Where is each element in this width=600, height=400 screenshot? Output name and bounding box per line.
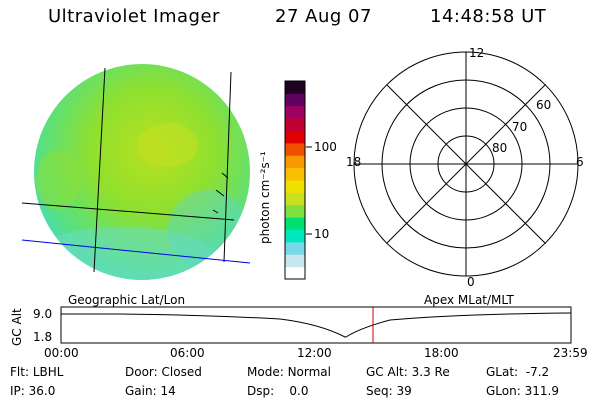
altitude-ytick-9: 9.0 [33,307,53,321]
colorbar-band [285,81,305,94]
terminator-line [21,239,251,264]
colorbar-tick-label-100: 100 [314,140,337,154]
status-seq: Seq: 39 [366,384,412,398]
colorbar-band [285,204,305,218]
colorbar-band [285,192,305,206]
colorbar-tick-label-10: 10 [314,227,330,241]
geographic-grid-label: Geographic Lat/Lon [68,293,186,307]
altitude-ytick-1.8: 1.8 [33,330,53,344]
colorbar [284,80,306,280]
altitude-curve [61,312,572,338]
colorbar-band [285,105,305,119]
colorbar-band [285,229,305,243]
status-flt: Flt: LBHL [10,365,64,379]
altitude-xtick-0: 00:00 [44,346,79,360]
instrument-title: Ultraviolet Imager [48,6,220,27]
uv-earth-image [21,64,251,280]
geographic-grid [21,67,235,273]
colorbar-band [285,155,305,169]
colorbar-band [285,241,305,255]
mlt-label-12: 12 [469,46,485,60]
mlat-label-70: 70 [512,120,528,134]
time-label: 14:48:58 UT [430,6,547,27]
altitude-plot [60,306,572,344]
status-door: Door: Closed [125,365,202,379]
colorbar-band [285,266,305,280]
colorbar-band [285,118,305,131]
status-glon: GLon: 311.9 [486,384,559,398]
status-dsp: Dsp: 0.0 [247,384,309,398]
altitude-plot-frame [60,306,572,344]
mlt-label-6: 6 [576,155,584,169]
colorbar-band [285,217,305,230]
status-gain: Gain: 14 [125,384,176,398]
status-glat: GLat: -7.2 [486,365,550,379]
mlt-label-18: 18 [346,155,362,169]
altitude-xtick-3: 18:00 [424,346,459,360]
colorbar-band [285,93,305,107]
colorbar-band [285,180,305,193]
colorbar-band [285,142,305,156]
polar-plot [353,51,579,277]
earth-texture [34,123,248,280]
apex-grid-label: Apex MLat/MLT [424,293,514,307]
colorbar-band [285,167,305,181]
earth-disk [34,64,250,280]
colorbar-unit-label: photon cm⁻²s⁻¹ [258,151,272,244]
colorbar-band [285,130,305,144]
polar-diag-2 [386,84,546,244]
colorbar-band [285,254,305,268]
date-label: 27 Aug 07 [275,6,372,27]
altitude-xtick-1: 06:00 [170,346,205,360]
altitude-ylabel: GC Alt [10,308,24,346]
status-ip: IP: 36.0 [10,384,56,398]
altitude-xtick-4: 23:59 [553,346,588,360]
altitude-xtick-2: 12:00 [297,346,332,360]
status-gc-alt: GC Alt: 3.3 Re [366,365,450,379]
colorbar-frame [284,80,306,280]
mlat-label-80: 80 [492,141,508,155]
mlat-label-60: 60 [536,98,552,112]
mlt-label-0: 0 [467,275,475,289]
status-mode: Mode: Normal [247,365,331,379]
